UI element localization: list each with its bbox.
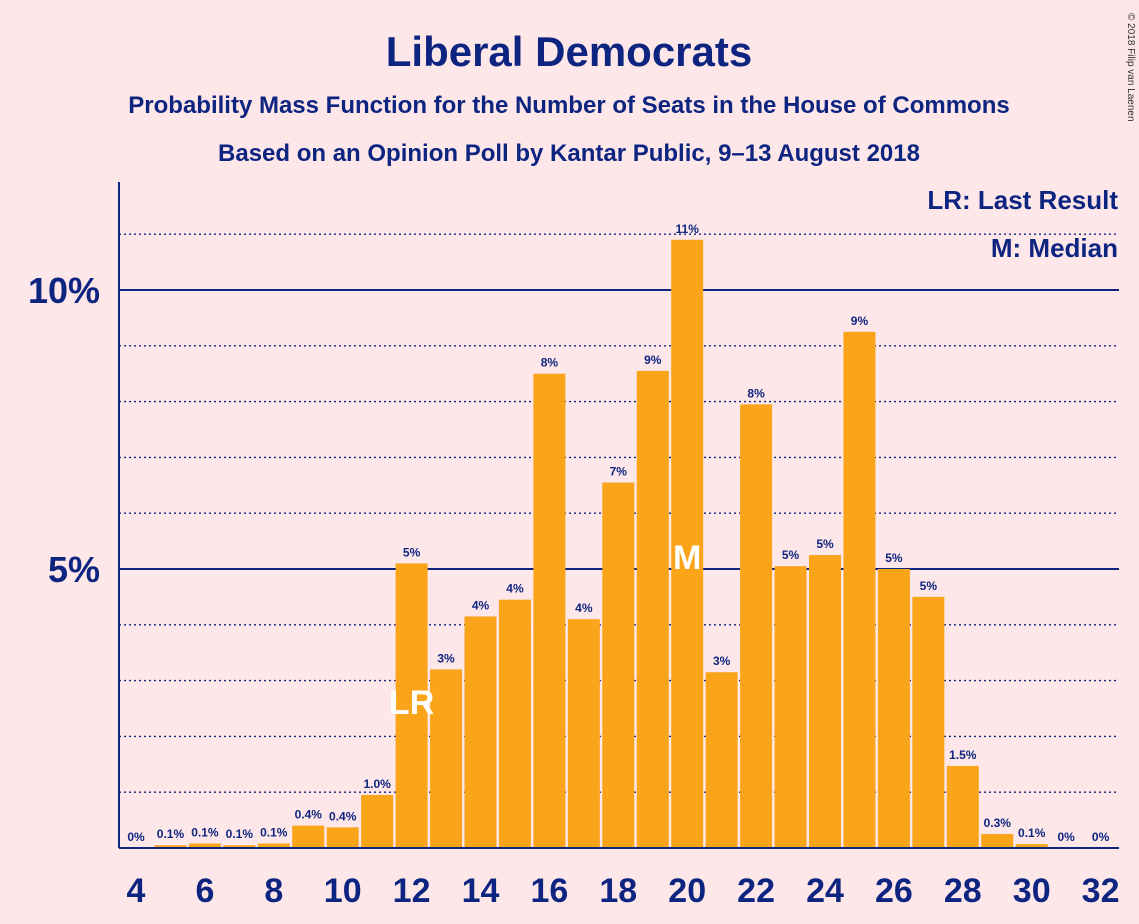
bar-label-seat-11: 1.0% <box>363 777 391 791</box>
chart-subtitle: Probability Mass Function for the Number… <box>128 92 1009 119</box>
bar-seat-13 <box>430 669 463 848</box>
bar-label-seat-18: 7% <box>610 465 628 479</box>
bar-seat-16 <box>533 373 566 848</box>
bar-seat-28 <box>946 765 979 848</box>
last-result-marker: LR <box>389 684 434 722</box>
x-tick-label: 26 <box>875 872 913 910</box>
bar-seat-20 <box>671 239 704 848</box>
bar-seat-24 <box>809 555 841 848</box>
x-tick-label: 24 <box>806 872 844 910</box>
x-tick-label: 30 <box>1013 872 1051 910</box>
chart-subtitle-2: Based on an Opinion Poll by Kantar Publi… <box>218 140 920 167</box>
bar-label-seat-9: 0.4% <box>295 808 323 822</box>
bar-seat-26 <box>877 569 910 848</box>
x-tick-label: 18 <box>599 872 637 910</box>
bar-label-seat-4: 0% <box>127 830 145 844</box>
x-tick-label: 32 <box>1082 872 1120 910</box>
bar-label-seat-14: 4% <box>472 598 490 612</box>
bar-label-seat-31: 0% <box>1057 830 1075 844</box>
bar-seat-25 <box>843 331 876 849</box>
bar-label-seat-19: 9% <box>644 353 662 367</box>
bar-label-seat-21: 3% <box>713 654 731 668</box>
bar-seat-5 <box>154 845 187 848</box>
bar-seat-9 <box>292 825 325 848</box>
bar-seat-23 <box>774 566 807 848</box>
bar-label-seat-13: 3% <box>437 651 455 665</box>
bars <box>154 239 1048 849</box>
bar-seat-17 <box>567 619 600 848</box>
bar-label-seat-15: 4% <box>506 582 524 596</box>
x-tick-label: 20 <box>668 872 706 910</box>
bar-seat-6 <box>188 843 221 848</box>
chart-title: Liberal Democrats <box>386 28 752 75</box>
bar-seat-8 <box>257 843 290 848</box>
x-tick-label: 28 <box>944 872 982 910</box>
bar-labels: 0% 0.1% 0.1% 0.1% 0.1% 0.4% 0.4% 1.0% 5% LR 3% 4% 4%… <box>127 222 1109 844</box>
bar-label-seat-26: 5% <box>885 551 903 565</box>
legend-last-result: LR: Last Result <box>927 185 1118 215</box>
x-tick-label: 10 <box>324 872 362 910</box>
x-axis: 4 6 8 10 12 14 16 18 20 22 24 26 28 30 32 <box>119 847 1120 910</box>
median-marker: M <box>673 539 701 577</box>
bar-label-seat-10: 0.4% <box>329 809 357 823</box>
bar-seat-12 <box>395 563 428 848</box>
bar-label-seat-20: 11% <box>676 222 700 236</box>
bar-seat-19 <box>636 370 669 848</box>
bar-seat-10 <box>326 827 359 848</box>
bar-label-seat-28: 1.5% <box>949 748 977 762</box>
bar-seat-18 <box>602 482 635 848</box>
bar-seat-29 <box>981 834 1014 848</box>
bar-label-seat-5: 0.1% <box>157 827 185 841</box>
bar-seat-14 <box>464 616 497 848</box>
y-axis: 5% 10% <box>28 182 120 848</box>
bar-label-seat-22: 8% <box>747 386 765 400</box>
bar-label-seat-7: 0.1% <box>226 827 254 841</box>
x-tick-label: 6 <box>195 872 214 910</box>
x-tick-label: 14 <box>462 872 500 910</box>
bar-seat-7 <box>223 845 256 848</box>
bar-label-seat-25: 9% <box>851 314 869 328</box>
bar-label-seat-16: 8% <box>541 356 559 370</box>
bar-seat-21 <box>705 672 738 848</box>
x-tick-label: 16 <box>530 872 568 910</box>
bar-label-seat-27: 5% <box>920 579 938 593</box>
x-tick-label: 12 <box>393 872 431 910</box>
y-tick-label: 5% <box>48 549 100 590</box>
bar-label-seat-23: 5% <box>782 548 800 562</box>
bar-seat-22 <box>740 404 773 848</box>
bar-label-seat-17: 4% <box>575 601 593 615</box>
bar-label-seat-6: 0.1% <box>191 826 219 840</box>
x-tick-label: 8 <box>264 872 283 910</box>
bar-seat-27 <box>912 596 945 848</box>
copyright: © 2018 Filip van Laenen <box>1125 13 1136 122</box>
bar-label-seat-30: 0.1% <box>1018 826 1046 840</box>
legend-median: M: Median <box>991 233 1118 263</box>
bar-label-seat-12: 5% <box>403 545 421 559</box>
bar-label-seat-29: 0.3% <box>984 816 1012 830</box>
bar-label-seat-8: 0.1% <box>260 826 288 840</box>
bar-seat-11 <box>361 794 394 848</box>
bar-label-seat-32: 0% <box>1092 830 1110 844</box>
x-tick-label: 4 <box>127 872 146 910</box>
y-tick-label: 10% <box>28 270 100 311</box>
bar-seat-30 <box>1015 844 1048 848</box>
bar-seat-15 <box>498 599 531 848</box>
x-tick-label: 22 <box>737 872 775 910</box>
bar-label-seat-24: 5% <box>816 537 834 551</box>
